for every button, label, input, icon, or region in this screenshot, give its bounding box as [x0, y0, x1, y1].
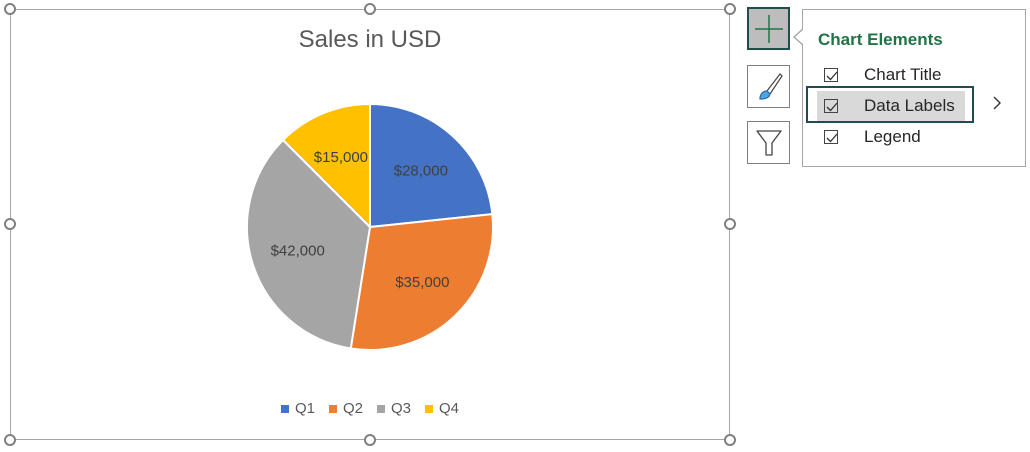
resize-handle-middle-left[interactable] — [4, 218, 16, 230]
flyout-item-legend[interactable]: Legend — [817, 122, 965, 152]
resize-handle-middle-right[interactable] — [724, 218, 736, 230]
pie-slice-q2[interactable] — [349, 213, 494, 351]
data-label-q4[interactable]: $15,000 — [314, 149, 368, 166]
pie-slice-q3[interactable] — [246, 138, 372, 350]
legend-item-q1[interactable]: Q1 — [280, 400, 315, 417]
pie-slice-q1[interactable] — [369, 102, 494, 229]
data-labels-checkbox[interactable] — [824, 99, 838, 113]
paintbrush-icon — [758, 72, 783, 100]
checkmark-icon — [826, 133, 838, 143]
legend-label-q2: Q2 — [342, 400, 363, 417]
legend-checkbox[interactable] — [824, 130, 838, 144]
checkmark-icon — [826, 102, 838, 112]
data-labels-label: Data Labels — [864, 96, 955, 115]
legend-label: Legend — [864, 127, 921, 146]
data-label-q3[interactable]: $42,000 — [271, 242, 325, 259]
chart-filters-button[interactable] — [747, 121, 790, 164]
legend-swatch-q1 — [280, 404, 289, 413]
legend-swatch-q2 — [328, 404, 337, 413]
resize-handle-bottom-right[interactable] — [724, 434, 736, 446]
chevron-right-icon[interactable] — [992, 96, 1002, 110]
chart-title[interactable]: Sales in USD — [298, 26, 442, 53]
resize-handle-top-right[interactable] — [724, 3, 736, 15]
legend[interactable]: Q1 Q2 Q3 Q4 — [10, 400, 730, 417]
legend-item-q2[interactable]: Q2 — [328, 400, 363, 417]
resize-handle-bottom-center[interactable] — [364, 434, 376, 446]
pie-slice-q4[interactable] — [281, 102, 371, 230]
legend-item-q4[interactable]: Q4 — [425, 400, 459, 417]
legend-label-q3: Q3 — [391, 400, 412, 417]
plus-icon — [754, 14, 783, 43]
chart-elements-flyout: Chart Elements Chart Title Data Labels L… — [802, 9, 1026, 167]
flyout-pointer-fill — [795, 29, 804, 45]
data-labels-focus-ring — [806, 86, 974, 123]
resize-handle-top-left[interactable] — [4, 3, 16, 15]
chart-styles-button[interactable] — [747, 65, 790, 108]
legend-item-q3[interactable]: Q3 — [377, 400, 411, 417]
checkmark-icon — [826, 71, 838, 81]
data-label-q1[interactable]: $28,000 — [394, 163, 448, 180]
chart-elements-button[interactable] — [747, 7, 790, 50]
chart-title-label: Chart Title — [864, 65, 942, 84]
data-label-q2[interactable]: $35,000 — [395, 274, 449, 291]
pie-chart[interactable]: $28,000 $35,000 $42,000 $15,000 — [0, 0, 740, 452]
chart-title-checkbox[interactable] — [824, 68, 838, 82]
resize-handle-top-center[interactable] — [364, 3, 376, 15]
legend-swatch-q4 — [425, 404, 434, 413]
flyout-title: Chart Elements — [818, 30, 943, 49]
resize-handle-bottom-left[interactable] — [4, 434, 16, 446]
filter-icon — [755, 129, 782, 156]
legend-label-q1: Q1 — [294, 400, 315, 417]
flyout-item-data-labels[interactable]: Data Labels — [817, 91, 965, 121]
flyout-item-chart-title[interactable]: Chart Title — [817, 60, 965, 90]
legend-swatch-q3 — [377, 404, 385, 413]
legend-label-q4: Q4 — [439, 400, 460, 417]
